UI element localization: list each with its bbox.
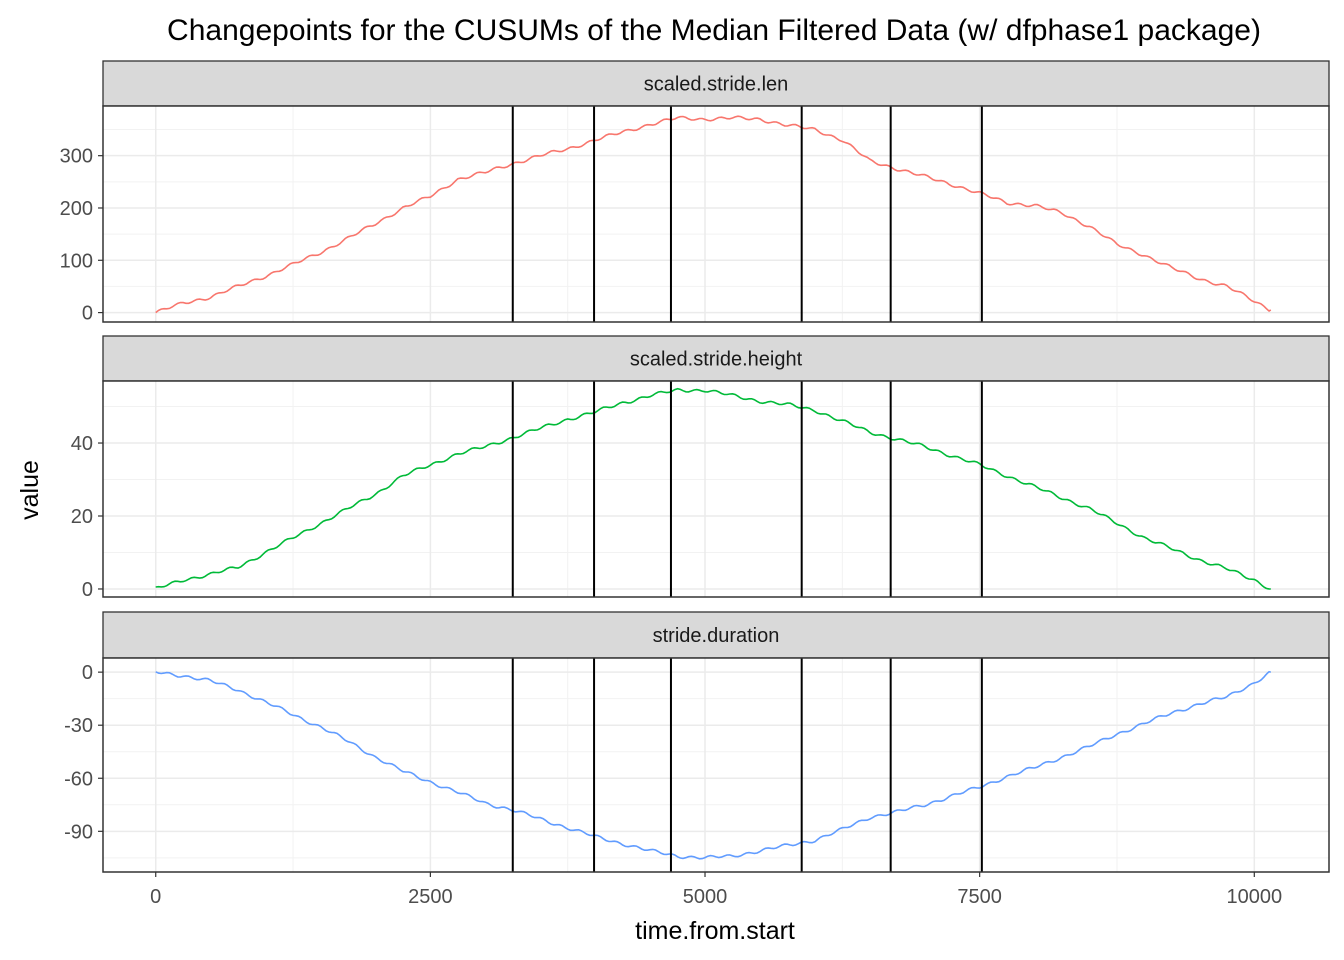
- x-axis: 0 2500 5000 7500 10000: [150, 872, 1282, 908]
- y-tick-label: 0: [82, 662, 93, 684]
- y-tick-label: 20: [71, 506, 93, 528]
- y-tick-label: 40: [71, 433, 93, 455]
- facet-strip-label: scaled.stride.len: [644, 74, 789, 96]
- facet-strip-label: stride.duration: [653, 625, 780, 647]
- facet-strip-label: scaled.stride.height: [630, 349, 803, 371]
- x-tick-label: 10000: [1226, 886, 1282, 908]
- x-tick-label: 7500: [957, 886, 1002, 908]
- y-axis-title: value: [16, 460, 44, 520]
- x-tick-label: 2500: [408, 886, 453, 908]
- facet-panel: stride.duration 0 -30 -60 -90: [64, 611, 1330, 873]
- panel-background: [103, 106, 1329, 322]
- panel-background: [103, 381, 1329, 597]
- panel-background: [103, 658, 1329, 872]
- facet-strip: [102, 611, 1330, 659]
- y-tick-label: -30: [64, 715, 93, 737]
- y-tick-label: -60: [64, 768, 93, 790]
- y-tick-label: 300: [60, 146, 93, 168]
- series-line: [155, 115, 1272, 314]
- y-tick-label: 0: [82, 579, 93, 601]
- x-tick-label: 0: [150, 886, 161, 908]
- facet-panel: scaled.stride.len 0 100 200 300: [60, 60, 1330, 325]
- series-line: [155, 670, 1271, 860]
- y-tick-label: 200: [60, 198, 93, 220]
- x-axis-title: time.from.start: [635, 917, 795, 945]
- series-line: [155, 387, 1271, 590]
- y-tick-label: 100: [60, 250, 93, 272]
- panel-border: [102, 380, 1330, 598]
- facet-panels: scaled.stride.len0100200300scaled.stride…: [60, 60, 1330, 873]
- chart-title: Changepoints for the CUSUMs of the Media…: [167, 14, 1261, 47]
- panel-border: [102, 657, 1330, 873]
- facet-panel: scaled.stride.height 0 20 40: [71, 335, 1330, 601]
- x-tick-label: 5000: [683, 886, 728, 908]
- y-tick-label: 0: [82, 303, 93, 325]
- y-tick-label: -90: [64, 821, 93, 843]
- facet-strip: [102, 60, 1330, 107]
- panel-border: [102, 105, 1330, 323]
